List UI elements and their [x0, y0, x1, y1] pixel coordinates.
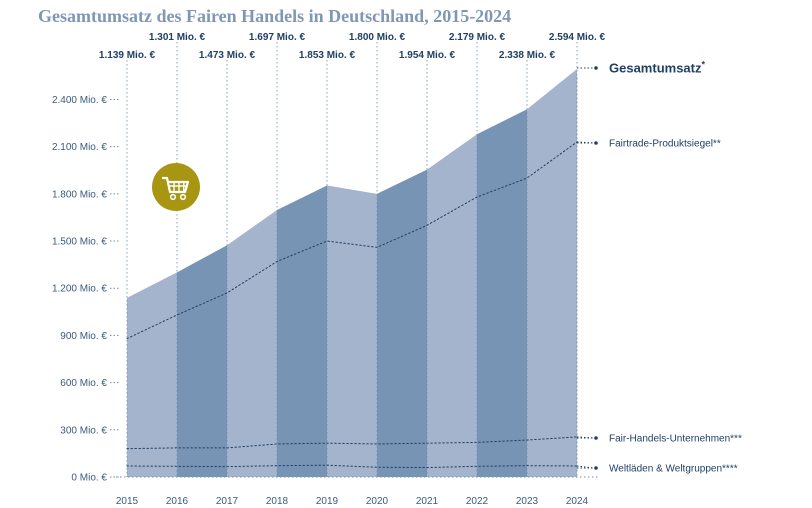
cart-icon-basket: [161, 176, 190, 194]
area-segment-2018: [277, 185, 327, 477]
data-labels: 1.139 Mio. € 1.301 Mio. € 1.473 Mio. € 1.69…: [99, 32, 606, 61]
y-tick-label: 2.400 Mio. €: [52, 95, 107, 106]
area-segment-2017: [227, 210, 277, 478]
area-segment-2015: [127, 272, 177, 477]
legend-label-text: Gesamtumsatz: [609, 61, 702, 76]
series-line-3: [126, 464, 578, 469]
gridlines: [116, 42, 600, 478]
x-tick-label-2020: 2020: [366, 496, 389, 507]
y-tick-label: 0 Mio. €: [71, 473, 107, 484]
area-segment-2019: [327, 185, 377, 477]
area-segment-2016: [177, 245, 227, 477]
data-label-2016: 1.301 Mio. €: [149, 32, 206, 43]
legend-label-3: Weltläden & Weltgruppen****: [609, 464, 738, 475]
legend-label-gesamtumsatz: Gesamtumsatz*: [609, 60, 705, 76]
area-segment-2021: [427, 134, 477, 477]
y-tick-label: 1.500 Mio. €: [52, 237, 107, 248]
area-segment-2022: [477, 109, 527, 478]
cart-icon-wheel: [169, 193, 177, 201]
x-tick-label-2023: 2023: [516, 496, 539, 507]
series-lines: [126, 141, 578, 469]
legend-marker: [594, 141, 598, 145]
data-label-2022: 2.179 Mio. €: [449, 32, 506, 43]
data-label-2021: 1.954 Mio. €: [399, 50, 456, 61]
x-tick-label-2024: 2024: [566, 496, 589, 507]
y-tick-label: 1.200 Mio. €: [52, 284, 107, 295]
data-label-2019: 1.853 Mio. €: [299, 50, 356, 61]
x-tick-label-2016: 2016: [166, 496, 189, 507]
x-tick-label-2021: 2021: [416, 496, 439, 507]
data-label-2017: 1.473 Mio. €: [199, 50, 256, 61]
legend-marker: [594, 466, 598, 470]
data-label-2024: 2.594 Mio. €: [549, 32, 606, 43]
y-tick-label: 2.100 Mio. €: [52, 142, 107, 153]
x-axis: 2015 2016 2017 2018 2019 2020 2021 2022 2023 2024: [116, 496, 589, 507]
series-line-1: [126, 141, 578, 340]
x-tick-label-2019: 2019: [316, 496, 339, 507]
shopping-cart-icon: [152, 163, 200, 211]
data-label-2020: 1.800 Mio. €: [349, 32, 406, 43]
legend-marker: [594, 66, 598, 70]
x-tick-label-2015: 2015: [116, 496, 139, 507]
series-line-2: [126, 436, 578, 450]
chart-title: Gesamtumsatz des Fairen Handels in Deuts…: [38, 6, 511, 26]
plot-area: [127, 68, 577, 478]
x-tick-label-2022: 2022: [466, 496, 489, 507]
x-tick-label-2018: 2018: [266, 496, 289, 507]
cart-icon-circle: [152, 163, 200, 211]
legend-label-superscript: *: [701, 60, 705, 70]
y-tick-label: 900 Mio. €: [60, 331, 107, 342]
y-tick-label: 600 Mio. €: [60, 378, 107, 389]
legend: Gesamtumsatz* Fairtrade-Produktsiegel** Fa…: [576, 60, 742, 475]
data-label-2015: 1.139 Mio. €: [99, 50, 156, 61]
area-segment-2023: [527, 68, 577, 477]
legend-label-2: Fair-Handels-Unternehmen***: [609, 434, 742, 445]
x-tick-label-2017: 2017: [216, 496, 239, 507]
data-label-2023: 2.338 Mio. €: [499, 50, 556, 61]
legend-marker: [594, 436, 598, 440]
y-axis: 0 Mio. € 300 Mio. € 600 Mio. € 900 Mio. € 1.…: [52, 95, 120, 484]
legend-label-1: Fairtrade-Produktsiegel**: [609, 139, 721, 150]
data-label-2018: 1.697 Mio. €: [249, 32, 306, 43]
cart-icon-wheel: [179, 193, 187, 201]
y-tick-label: 300 Mio. €: [60, 425, 107, 436]
y-tick-label: 1.800 Mio. €: [52, 189, 107, 200]
area-segment-2020: [377, 169, 427, 477]
